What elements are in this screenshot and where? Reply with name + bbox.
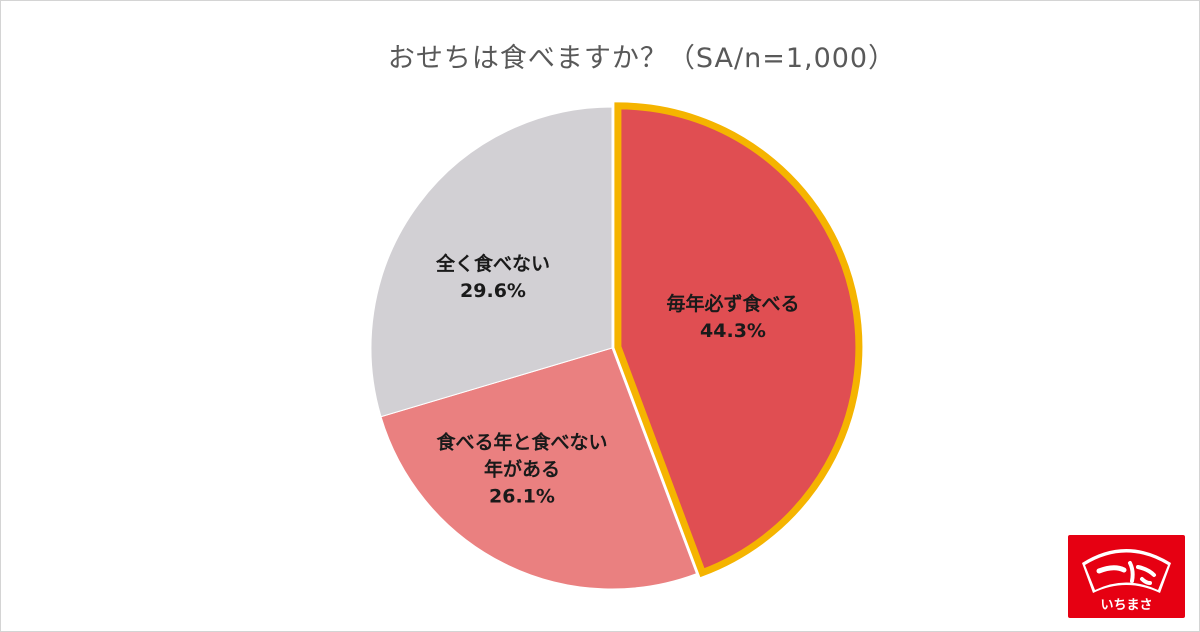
logo-text: いちまさ xyxy=(1100,598,1152,613)
pie-slice-2 xyxy=(380,347,698,590)
slice-category-label: 食べる年と食べない xyxy=(436,431,607,454)
slice-value-label: 29.6% xyxy=(460,280,526,302)
brand-logo: いちまさ xyxy=(1068,535,1185,618)
pie-slice-3 xyxy=(370,106,613,418)
slice-value-label: 44.3% xyxy=(700,320,766,342)
slice-category-label: 毎年必ず食べる xyxy=(666,292,799,315)
chart-title: おせちは食べますか？（SA/n=1,000） xyxy=(387,43,897,74)
slice-value-label: 26.1% xyxy=(489,486,555,508)
slice-category-label: 年がある xyxy=(484,458,560,481)
slice-category-label: 全く食べない xyxy=(435,252,550,275)
pie-slice-1 xyxy=(614,102,863,578)
